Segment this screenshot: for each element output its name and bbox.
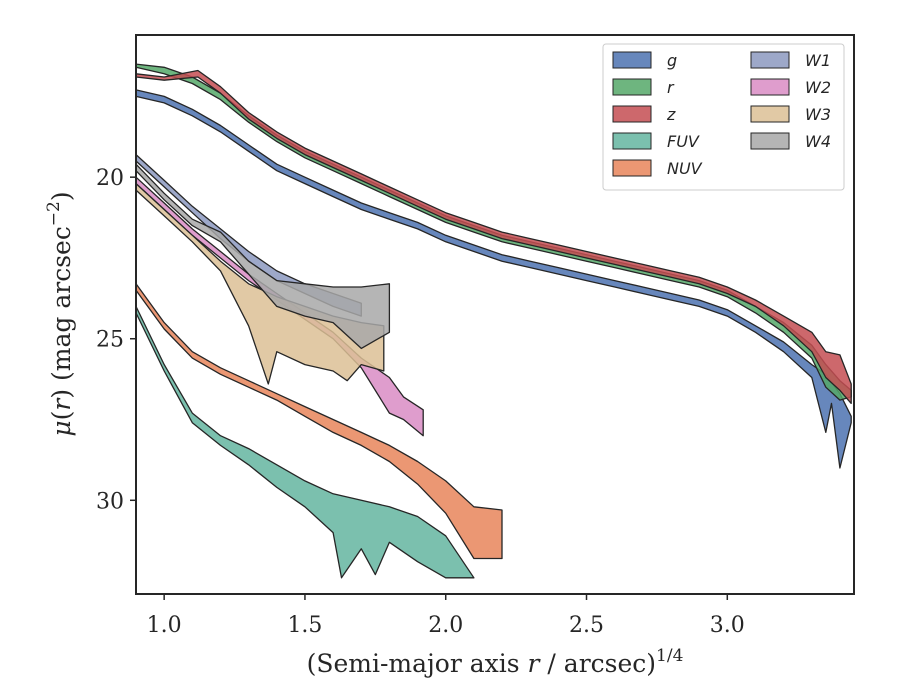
y-axis: 20 25 30	[96, 166, 136, 514]
legend-label-z: z	[666, 105, 676, 124]
legend-label-nuv: NUV	[667, 159, 703, 178]
series-area-w4	[135, 163, 391, 350]
legend-swatch-nuv	[612, 159, 652, 177]
series-area-nuv	[135, 283, 503, 560]
legend-label-w4: W4	[805, 132, 831, 151]
legend-swatch-fuv	[612, 132, 652, 150]
legend-swatch-z	[612, 105, 652, 123]
legend-swatch-r	[612, 78, 652, 96]
y-tick-label: 30	[96, 489, 124, 514]
legend-swatch-g	[612, 51, 652, 69]
x-axis-label: (Semi-major axis r / arcsec)1/4	[307, 646, 684, 678]
legend-label-w1: W1	[805, 51, 831, 70]
plot-frame	[135, 34, 855, 595]
plot-areas	[135, 63, 852, 579]
legend-label-r: r	[667, 78, 675, 97]
legend-swatch-w2	[750, 78, 790, 96]
legend: grz FUV NUV W1 W2 W3 W4	[602, 43, 845, 191]
x-tick-label: 1.0	[147, 613, 182, 638]
x-tick-label: 2.0	[428, 613, 463, 638]
series-area-g	[135, 89, 852, 469]
series-area-z	[135, 69, 852, 405]
legend-swatch-w3	[750, 105, 790, 123]
legend-label-g: g	[667, 51, 677, 70]
x-tick-label: 3.0	[710, 613, 745, 638]
legend-label-w3: W3	[805, 105, 831, 124]
legend-label-w2: W2	[805, 78, 831, 97]
x-tick-label: 1.5	[287, 613, 322, 638]
legend-label-fuv: FUV	[667, 132, 700, 151]
legend-swatch-w4	[750, 132, 790, 150]
x-tick-label: 2.5	[569, 613, 604, 638]
x-axis: 1.0 1.5 2.0 2.5 3.0	[147, 594, 745, 638]
y-tick-label: 20	[96, 166, 124, 191]
series-area-fuv	[135, 305, 475, 579]
y-axis-label: μ(r) (mag arcsec−2)	[44, 191, 76, 436]
y-tick-label: 25	[96, 328, 124, 353]
series-area-w3	[135, 182, 385, 385]
legend-swatch-w1	[750, 51, 790, 69]
